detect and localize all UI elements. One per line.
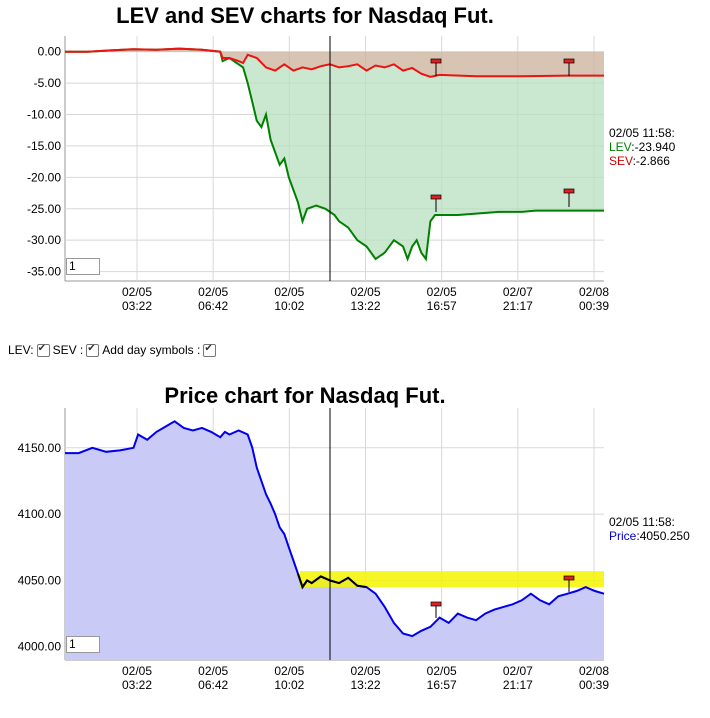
sev-readout-value: -2.866 (635, 154, 670, 168)
x-tick-date: 02/08 (579, 664, 609, 678)
highlight-band (300, 571, 604, 588)
x-tick-time: 10:02 (274, 299, 304, 313)
sev-checkbox-label: SEV : (52, 343, 84, 357)
price-chart: 4150.004100.004050.004000.0002/0503:2202… (18, 408, 609, 692)
y-tick-label: -20.00 (27, 170, 61, 184)
sev-checkbox[interactable] (86, 343, 100, 357)
sev-line (65, 47, 604, 78)
readout-price: Price:4050.250 (609, 529, 690, 543)
x-tick-date: 02/08 (579, 285, 609, 299)
price-chart-title: Price chart for Nasdaq Fut. (164, 383, 446, 408)
x-tick-time: 13:22 (350, 678, 380, 692)
y-tick-label: 4150.00 (18, 441, 62, 455)
x-tick-date: 02/05 (122, 664, 152, 678)
x-tick-time: 21:17 (503, 678, 533, 692)
y-tick-label: 4000.00 (18, 640, 62, 654)
price-area (65, 421, 604, 660)
x-tick-date: 02/05 (274, 285, 304, 299)
lev-readout-value: -23.940 (634, 140, 676, 154)
y-tick-label: -5.00 (34, 76, 62, 90)
day-symbol-flag (430, 601, 442, 607)
day-symbol-flag (563, 58, 575, 64)
y-tick-label: -10.00 (27, 108, 61, 122)
x-tick-date: 02/05 (122, 285, 152, 299)
x-tick-time: 13:22 (350, 299, 380, 313)
readout-time: 02/05 11:58: (609, 126, 675, 140)
x-tick-date: 02/07 (503, 285, 533, 299)
y-tick-label: 4100.00 (18, 507, 62, 521)
chart2-value-input[interactable]: 1 (66, 636, 100, 653)
x-tick-time: 10:02 (274, 678, 304, 692)
x-tick-date: 02/05 (198, 664, 228, 678)
x-tick-date: 02/05 (198, 285, 228, 299)
y-tick-label: -25.00 (27, 202, 61, 216)
x-tick-time: 16:57 (427, 678, 457, 692)
chart1-value-input[interactable]: 1 (66, 258, 100, 275)
x-tick-time: 06:42 (198, 299, 228, 313)
y-tick-label: -30.00 (27, 233, 61, 247)
lev-sev-chart-title: LEV and SEV charts for Nasdaq Fut. (116, 3, 494, 28)
sev-readout-label: SEV (609, 154, 633, 168)
x-tick-time: 00:39 (579, 299, 609, 313)
x-tick-date: 02/07 (503, 664, 533, 678)
readout-sev: SEV:-2.866 (609, 154, 670, 168)
readout-time: 02/05 11:58: (609, 515, 675, 529)
price-highlight-segment (297, 573, 367, 590)
y-tick-label: -15.00 (27, 139, 61, 153)
x-tick-time: 03:22 (122, 299, 152, 313)
lev-checkbox-label: LEV: (8, 343, 34, 357)
x-tick-date: 02/05 (427, 664, 457, 678)
x-tick-time: 21:17 (503, 299, 533, 313)
day-symbols-checkbox[interactable] (203, 343, 217, 357)
lev-line (65, 47, 604, 262)
x-tick-date: 02/05 (427, 285, 457, 299)
x-tick-time: 06:42 (198, 678, 228, 692)
lev-sev-readout: 02/05 11:58: LEV:-23.940 SEV:-2.866 (609, 126, 675, 168)
x-tick-time: 16:57 (427, 299, 457, 313)
x-tick-date: 02/05 (274, 664, 304, 678)
chart-options: LEV: SEV : Add day symbols : (8, 343, 219, 357)
y-tick-label: 4050.00 (18, 573, 62, 587)
lev-readout-label: LEV (609, 140, 632, 154)
price-readout-value: 4050.250 (639, 529, 690, 543)
day-symbol-flag (430, 58, 442, 64)
lev-checkbox[interactable] (36, 343, 50, 357)
lev-sev-chart: 0.00 -5.00 -10.00 -15.00 -20.00 -25.00 -30.00 -… (27, 36, 609, 313)
x-tick-time: 03:22 (122, 678, 152, 692)
day-symbol-flag (430, 194, 442, 200)
sev-area (65, 48, 604, 77)
lev-area (65, 48, 604, 259)
x-tick-date: 02/05 (350, 664, 380, 678)
day-symbol-flag (563, 575, 575, 581)
price-readout: 02/05 11:58: Price:4050.250 (609, 515, 690, 543)
x-tick-date: 02/05 (350, 285, 380, 299)
readout-lev: LEV:-23.940 (609, 140, 676, 154)
day-symbols-label: Add day symbols : (102, 343, 201, 357)
day-symbol-flag (563, 188, 575, 194)
y-tick-label: -35.00 (27, 265, 61, 279)
x-tick-time: 00:39 (579, 678, 609, 692)
y-tick-label: 0.00 (38, 45, 62, 59)
price-readout-label: Price (609, 529, 637, 543)
